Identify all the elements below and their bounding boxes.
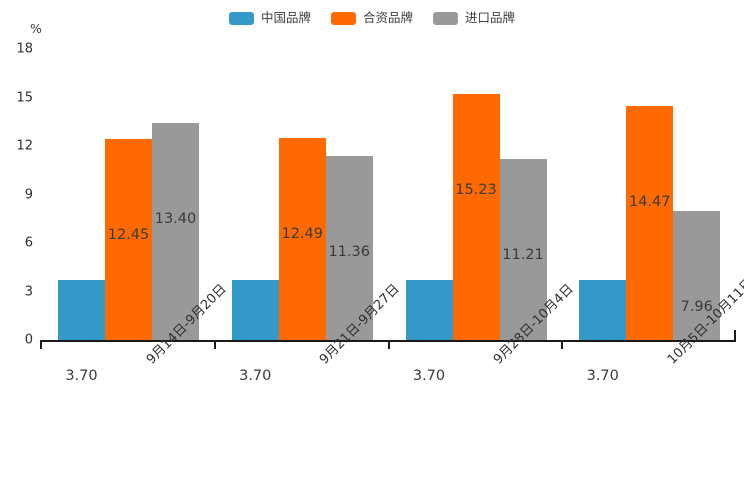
bar-value-label: 14.47 <box>628 194 671 211</box>
bar-value-label: 11.21 <box>502 246 544 263</box>
x-axis-tick <box>387 340 390 349</box>
legend-label-import-brand: 进口品牌 <box>465 10 516 26</box>
x-axis-tick <box>734 330 736 340</box>
bar[interactable] <box>626 106 674 340</box>
bar-value-label: 7.96 <box>680 299 713 316</box>
x-axis-category-label: 9月21日-9月27日 <box>314 282 403 368</box>
x-axis-tick <box>213 340 216 349</box>
x-axis-category-label: 10月5日-10月11日 <box>662 276 744 368</box>
y-tick-label: 9 <box>24 187 33 202</box>
x-axis-category-label: 9月14日-9月20日 <box>141 282 229 368</box>
y-tick-label: 18 <box>16 41 33 57</box>
bar-value-label: 3.70 <box>65 368 98 385</box>
bar[interactable] <box>105 138 152 340</box>
bar-value-label: 3.70 <box>239 368 272 385</box>
bar[interactable] <box>452 93 500 340</box>
bar-value-label: 12.49 <box>281 226 324 243</box>
bar-value-label: 3.70 <box>586 368 619 385</box>
bar-value-label: 12.45 <box>107 226 150 243</box>
bar[interactable] <box>405 280 453 340</box>
y-tick-label: 3 <box>24 284 33 299</box>
legend-swatch-import-brand <box>433 12 458 25</box>
y-axis-unit-label: % <box>30 21 42 36</box>
bar[interactable] <box>278 138 326 340</box>
bar-value-label: 3.70 <box>412 368 446 385</box>
legend-label-china-brand: 中国品牌 <box>260 10 311 26</box>
bar[interactable] <box>58 280 105 340</box>
bar[interactable] <box>231 280 279 340</box>
y-axis: 0 3 6 9 12 15 18 <box>0 0 38 496</box>
bar-value-label: 15.23 <box>455 181 497 198</box>
bar-value-label: 11.36 <box>328 244 371 261</box>
bar[interactable] <box>499 158 547 340</box>
x-axis-tick <box>40 340 42 349</box>
y-tick-label: 0 <box>24 332 33 348</box>
y-tick-label: 6 <box>24 235 33 251</box>
plot-area: 3.70 12.45 13.40 3.70 12.49 11.36 3.70 15.23 11.… <box>40 0 735 384</box>
bar[interactable] <box>579 280 627 340</box>
legend-swatch-joint-venture-brand <box>330 12 356 25</box>
bar-value-label: 13.40 <box>154 211 197 228</box>
y-tick-label: 12 <box>16 138 33 154</box>
legend-label-joint-venture-brand: 合资品牌 <box>362 10 413 26</box>
x-axis-tick <box>561 340 564 349</box>
legend-item-import-brand[interactable]: 进口品牌 <box>433 12 515 25</box>
bar[interactable] <box>325 156 373 340</box>
y-tick-label: 15 <box>16 90 33 105</box>
legend-item-joint-venture-brand[interactable]: 合资品牌 <box>330 10 413 26</box>
bar[interactable] <box>673 211 721 340</box>
legend-swatch-china-brand <box>228 12 254 25</box>
legend-item-china-brand[interactable]: 中国品牌 <box>228 10 311 26</box>
bar[interactable] <box>152 123 199 340</box>
chart-legend: 中国品牌 合资品牌 进口品牌 <box>0 12 744 25</box>
x-axis-category-label: 9月28日-10月4日 <box>488 282 577 368</box>
